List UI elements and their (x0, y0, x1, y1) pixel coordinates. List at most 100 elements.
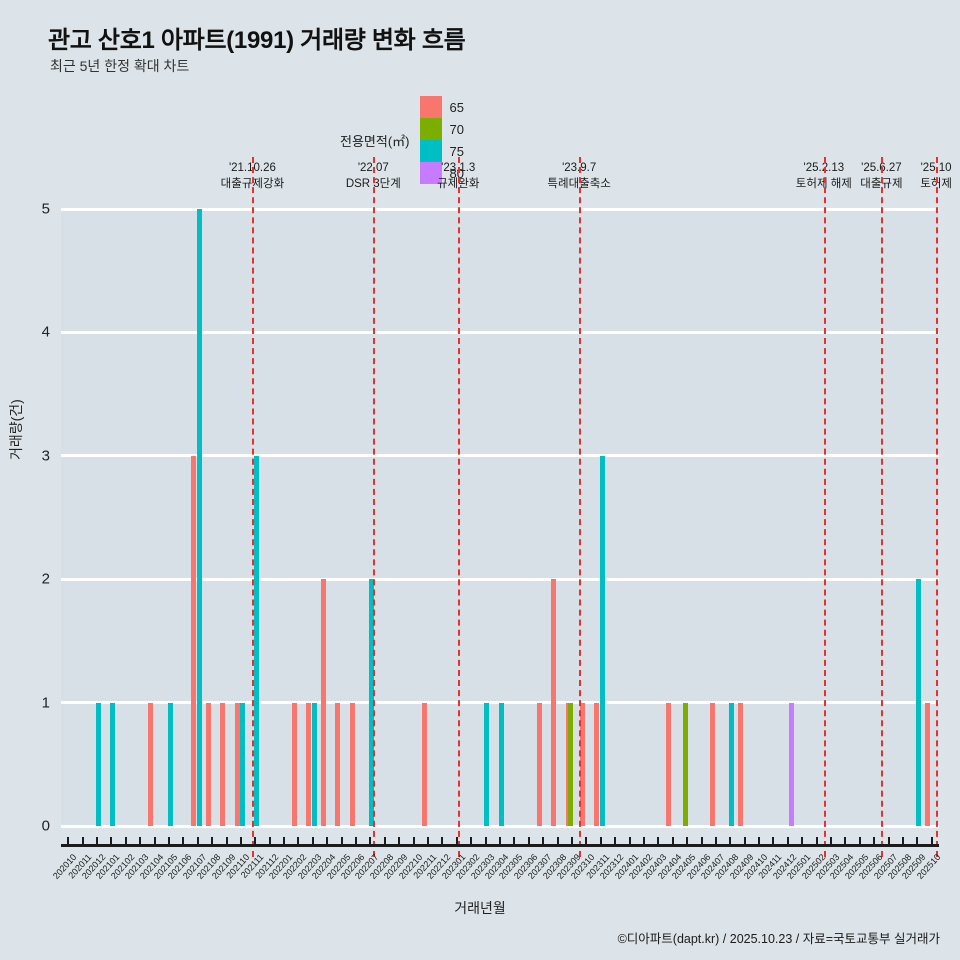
bar[interactable] (335, 702, 341, 826)
x-tick (772, 837, 775, 847)
bar[interactable] (738, 702, 744, 826)
bar[interactable] (110, 702, 116, 826)
bar[interactable] (579, 702, 585, 826)
event-line (881, 157, 884, 857)
x-tick (858, 837, 861, 847)
x-tick (239, 837, 242, 847)
x-tick (124, 837, 127, 847)
bar[interactable] (568, 702, 574, 826)
x-tick (268, 837, 271, 847)
bar[interactable] (311, 702, 317, 826)
bar[interactable] (220, 702, 226, 826)
bar[interactable] (484, 702, 490, 826)
legend-item[interactable]: 70 (419, 118, 478, 140)
x-tick (254, 837, 257, 847)
bar[interactable] (666, 702, 672, 826)
event-line (458, 157, 461, 857)
legend-title: 전용면적(㎡) (340, 133, 410, 149)
bar[interactable] (551, 579, 557, 826)
legend-swatch-icon (419, 162, 442, 184)
bar[interactable] (421, 702, 427, 826)
bar[interactable] (916, 579, 922, 826)
event-line (936, 157, 939, 857)
bar[interactable] (148, 702, 154, 826)
bar[interactable] (536, 702, 542, 826)
event-date: '22.07 (357, 162, 389, 174)
bar[interactable] (95, 702, 101, 826)
x-tick (139, 837, 142, 847)
gridline (61, 207, 939, 211)
bar[interactable] (306, 702, 312, 826)
event-text: 토허제 해제 (795, 178, 852, 190)
legend-item[interactable]: 75 (419, 140, 478, 162)
x-tick (297, 837, 300, 847)
y-tick-label: 2 (41, 570, 50, 588)
x-tick (830, 837, 833, 847)
bar[interactable] (683, 702, 689, 826)
bar[interactable] (599, 455, 605, 826)
x-tick (153, 837, 156, 847)
bar[interactable] (498, 702, 504, 826)
x-tick (700, 837, 703, 847)
event-annotation: '21.10.26 대출규제강화 (192, 160, 312, 192)
gridline (61, 454, 939, 458)
bar[interactable] (594, 702, 600, 826)
event-date: '23.1.3 (441, 162, 476, 174)
legend-item[interactable]: 80 (419, 162, 478, 184)
bar[interactable] (191, 455, 197, 826)
bar[interactable] (925, 702, 931, 826)
x-tick (182, 837, 185, 847)
x-tick (585, 837, 588, 847)
x-axis-title: 거래년월 (454, 900, 506, 916)
x-tick (556, 837, 559, 847)
gridline (61, 701, 939, 705)
bar[interactable] (789, 702, 795, 826)
x-tick (542, 837, 545, 847)
bar[interactable] (369, 579, 375, 826)
y-tick-label: 3 (41, 447, 50, 465)
event-line (373, 157, 376, 857)
bar[interactable] (254, 455, 260, 826)
x-tick (844, 837, 847, 847)
legend-item[interactable]: 65 (419, 96, 478, 118)
x-tick (455, 837, 458, 847)
bar[interactable] (292, 702, 298, 826)
bar[interactable] (709, 702, 715, 826)
x-tick (484, 837, 487, 847)
legend: 전용면적(㎡) 65 70 75 80 (340, 96, 482, 184)
bar[interactable] (729, 702, 735, 826)
event-text: 특례대출축소 (547, 178, 611, 190)
event-line (823, 157, 826, 857)
x-tick (527, 837, 530, 847)
legend-label: 75 (449, 143, 464, 159)
gridline (61, 824, 939, 828)
x-tick (355, 837, 358, 847)
x-tick (211, 837, 214, 847)
event-line (579, 157, 582, 857)
event-date: '25.6.27 (861, 162, 902, 174)
x-tick (441, 837, 444, 847)
event-annotation: '25.2.13 토허제 해제 (764, 160, 884, 192)
bar[interactable] (320, 579, 326, 826)
bar[interactable] (196, 209, 202, 826)
x-tick (614, 837, 617, 847)
bar[interactable] (349, 702, 355, 826)
x-tick (570, 837, 573, 847)
x-tick (383, 837, 386, 847)
bar[interactable] (167, 702, 173, 826)
event-text: 규제완화 (437, 178, 480, 190)
x-tick (427, 837, 430, 847)
bar[interactable] (239, 702, 245, 826)
x-tick (729, 837, 732, 847)
legend-swatch-icon (419, 96, 442, 118)
event-text: 대출규제강화 (220, 178, 285, 190)
legend-swatch-icon (419, 140, 442, 162)
bar[interactable] (565, 702, 571, 826)
event-annotation: '25.6.27 대출규제 (821, 160, 941, 192)
x-tick (902, 837, 905, 847)
bar[interactable] (234, 702, 240, 826)
page-subtitle: 최근 5년 한정 확대 차트 (50, 58, 190, 74)
x-tick (916, 837, 919, 847)
bar[interactable] (205, 702, 211, 826)
